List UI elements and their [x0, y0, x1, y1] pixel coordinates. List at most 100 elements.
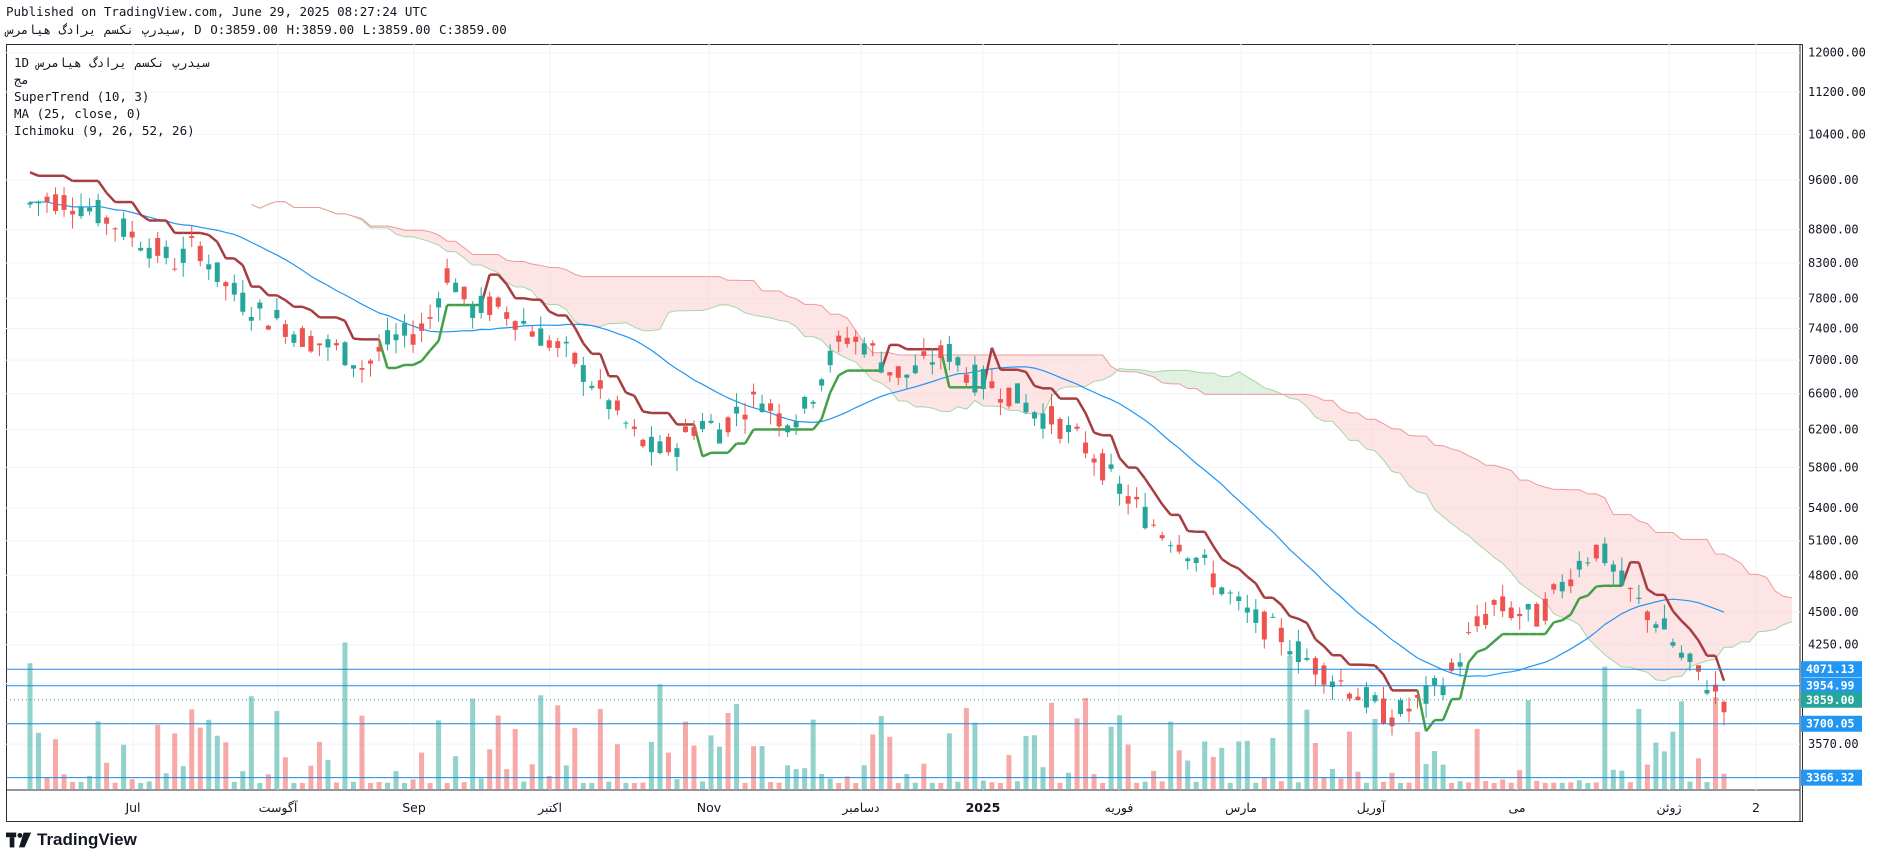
level-price-tag — [1801, 769, 1862, 786]
ichimoku-cloud-segment — [1179, 370, 1188, 389]
volume-bar — [955, 781, 961, 789]
candle-body — [36, 201, 42, 204]
supertrend-segment — [1075, 397, 1087, 414]
candle-body — [878, 362, 884, 373]
tradingview-logo[interactable]: TradingView — [6, 828, 137, 852]
candle-body — [1142, 506, 1148, 529]
supertrend-segment — [1561, 613, 1572, 622]
chart-frame — [6, 44, 1803, 822]
candle-body — [172, 268, 178, 270]
supertrend-segment — [1203, 531, 1215, 547]
candle-body — [708, 420, 714, 423]
volume-bar — [521, 781, 527, 789]
candle-body — [682, 426, 688, 433]
candle-body — [538, 328, 544, 346]
volume-bar — [1704, 781, 1710, 789]
ichimoku-cloud-segment — [940, 355, 950, 412]
supertrend-segment — [1697, 639, 1709, 657]
ichimoku-cloud-segment — [549, 267, 558, 305]
ichimoku-cloud-segment — [847, 318, 856, 363]
volume-bar — [640, 782, 646, 789]
supertrend-segment — [395, 363, 405, 370]
ichimoku-cloud-segment — [1681, 539, 1690, 677]
volume-bar — [129, 779, 135, 789]
y-tick-label: 5400.00 — [1808, 501, 1859, 515]
candle-body — [972, 364, 978, 393]
volume-bar — [368, 782, 374, 789]
supertrend-segment — [199, 231, 210, 237]
candle-body — [1295, 641, 1301, 663]
volume-bar — [1295, 782, 1301, 789]
candle-body — [1576, 560, 1582, 570]
y-tick-label: 12000.00 — [1808, 46, 1866, 60]
y-tick-label: 4800.00 — [1808, 568, 1859, 582]
volume-bar — [1014, 781, 1020, 789]
supertrend-segment — [573, 326, 585, 344]
volume-bar — [759, 746, 765, 789]
ichimoku-cloud-segment — [830, 314, 839, 355]
ichimoku-cloud-segment — [1025, 355, 1035, 414]
volume-bar — [989, 782, 995, 789]
candle-body — [427, 317, 433, 319]
ichimoku-cloud-segment — [583, 276, 592, 326]
volume-bar — [1525, 700, 1531, 789]
ichimoku-cloud-segment — [1238, 371, 1248, 395]
candle-body — [87, 207, 93, 212]
volume-bar — [929, 782, 935, 789]
ichimoku-cloud-segment — [1315, 396, 1324, 422]
ichimoku-cloud-segment — [1102, 355, 1112, 381]
candle-body — [265, 325, 271, 330]
ichimoku-cloud-segment — [1706, 539, 1716, 661]
supertrend-segment — [1544, 621, 1555, 635]
legend-ma[interactable]: MA (25, close, 0) — [14, 106, 142, 121]
supertrend-segment — [1212, 545, 1223, 560]
candle-body — [504, 312, 510, 319]
volume-bar — [742, 782, 748, 789]
volume-bar — [878, 716, 884, 789]
ichimoku-cloud-segment — [915, 355, 924, 407]
volume-bar — [453, 756, 459, 789]
volume-bar — [1244, 740, 1250, 789]
volume-bar — [1644, 764, 1650, 789]
ichimoku-cloud-segment — [1400, 429, 1410, 486]
volume-bar — [1363, 782, 1369, 789]
volume-bar — [810, 719, 816, 789]
supertrend-segment — [1280, 604, 1291, 617]
ichimoku-cloud-segment — [1638, 521, 1648, 673]
ichimoku-cloud-segment — [472, 254, 482, 265]
legend-supertrend[interactable]: SuperTrend (10, 3) — [14, 89, 150, 104]
candle-body — [1525, 603, 1531, 610]
volume-bar — [325, 759, 331, 789]
x-tick-label: Nov — [697, 800, 722, 815]
candle-body — [1483, 613, 1489, 625]
candle-body — [155, 237, 161, 256]
volume-bar — [512, 728, 518, 789]
x-tick-label: می — [1508, 800, 1525, 815]
candle-body — [1695, 665, 1701, 672]
candle-body — [802, 396, 808, 409]
volume-bar — [1559, 782, 1565, 789]
candle-body — [1031, 412, 1037, 419]
candle-body — [1134, 496, 1140, 500]
volume-bar — [478, 778, 484, 789]
volume-bar — [708, 735, 714, 789]
candle-body — [1704, 689, 1710, 694]
ichimoku-cloud-segment — [1366, 419, 1375, 451]
candle-body — [955, 357, 961, 366]
ichimoku-cloud-segment — [1758, 574, 1767, 632]
legend-ichimoku[interactable]: Ichimoku (9, 26, 52, 26) — [14, 123, 195, 138]
candle-body — [980, 368, 986, 390]
supertrend-segment — [1093, 431, 1103, 437]
candle-body — [1423, 685, 1429, 704]
volume-bar — [1210, 757, 1216, 789]
ichimoku-cloud-segment — [1477, 459, 1486, 551]
candle-body — [240, 292, 246, 312]
volume-bar — [155, 724, 161, 789]
ichimoku-cloud-segment — [1187, 370, 1197, 389]
supertrend-segment — [616, 375, 627, 394]
y-tick-label: 3570.00 — [1808, 737, 1859, 751]
candle-body — [282, 324, 288, 337]
candle-body — [1168, 545, 1174, 547]
supertrend-segment — [727, 442, 738, 454]
